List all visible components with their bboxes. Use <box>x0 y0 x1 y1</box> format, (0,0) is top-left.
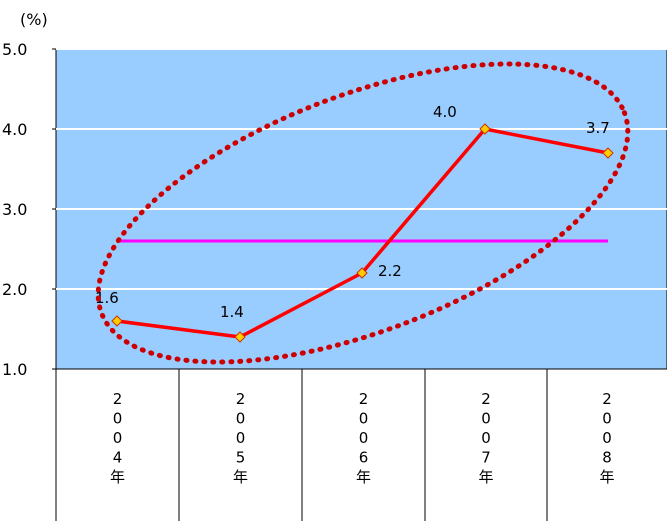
y-axis-unit: (%) <box>20 10 48 29</box>
data-label-0: 1.6 <box>95 289 119 307</box>
category-axis-table: 2 0 0 4 年 2 0 0 5 年 2 0 0 6 年 2 0 0 7 年 2 0 0 8 年 <box>55 368 667 521</box>
data-marker-3 <box>479 123 491 135</box>
y-tick-label-2: 3.0 <box>2 200 27 219</box>
y-axis-ticks: 1.0 2.0 3.0 4.0 5.0 <box>2 40 56 379</box>
highlight-ellipse <box>95 61 631 365</box>
gridlines <box>56 48 667 290</box>
data-label-4: 3.7 <box>586 119 610 137</box>
data-marker-0 <box>111 315 123 327</box>
data-marker-2 <box>356 267 368 279</box>
data-marker-4 <box>602 147 614 159</box>
y-tick-label-1: 2.0 <box>2 280 27 299</box>
data-label-1: 1.4 <box>220 303 244 321</box>
data-label-3: 4.0 <box>433 103 457 121</box>
data-markers <box>111 123 614 343</box>
data-marker-1 <box>234 331 246 343</box>
y-tick-label-0: 1.0 <box>2 360 27 379</box>
data-label-2: 2.2 <box>378 262 402 280</box>
series-line-group: 1.6 1.4 2.2 4.0 3.7 <box>95 103 614 343</box>
data-labels: 1.6 1.4 2.2 4.0 3.7 <box>95 103 610 321</box>
y-tick-label-4: 5.0 <box>2 40 27 59</box>
y-tick-label-3: 4.0 <box>2 120 27 139</box>
